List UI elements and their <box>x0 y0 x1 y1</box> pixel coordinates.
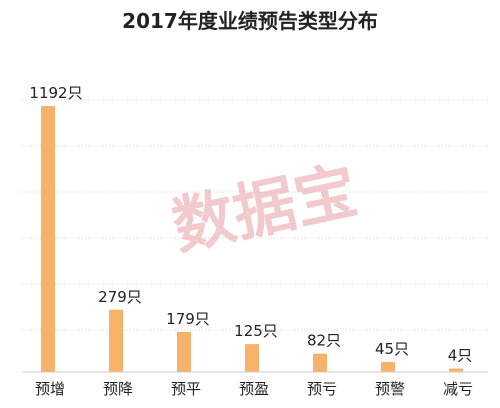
data-label-3: 125只 <box>234 322 278 340</box>
bar-0 <box>41 106 55 372</box>
bar-2 <box>177 332 191 372</box>
data-label-2: 179只 <box>166 310 210 328</box>
category-label-1: 预降 <box>103 380 133 398</box>
bar-3 <box>245 344 259 372</box>
category-label-5: 预警 <box>375 380 405 398</box>
data-label-6: 4只 <box>448 347 473 365</box>
category-label-6: 减亏 <box>443 380 473 398</box>
data-label-5: 45只 <box>375 340 409 358</box>
bar-1 <box>109 309 123 372</box>
category-labels: 预增 预降 预平 预盈 预亏 预警 减亏 <box>35 380 473 398</box>
watermark-text: 数据宝 <box>166 153 363 263</box>
data-label-4: 82只 <box>307 332 341 350</box>
bar-5 <box>381 361 395 372</box>
bar-series <box>41 106 463 372</box>
data-label-0: 1192只 <box>29 84 82 102</box>
bar-4 <box>313 353 327 372</box>
bar-6 <box>449 368 463 372</box>
category-label-3: 预盈 <box>239 380 269 398</box>
data-labels: 1192只 279只 179只 125只 82只 45只 4只 <box>29 84 472 364</box>
data-label-1: 279只 <box>98 288 142 306</box>
category-label-4: 预亏 <box>307 380 337 398</box>
category-label-2: 预平 <box>171 380 201 398</box>
category-label-0: 预增 <box>35 380 65 398</box>
chart-title: 2017年度业绩预告类型分布 <box>122 9 378 33</box>
